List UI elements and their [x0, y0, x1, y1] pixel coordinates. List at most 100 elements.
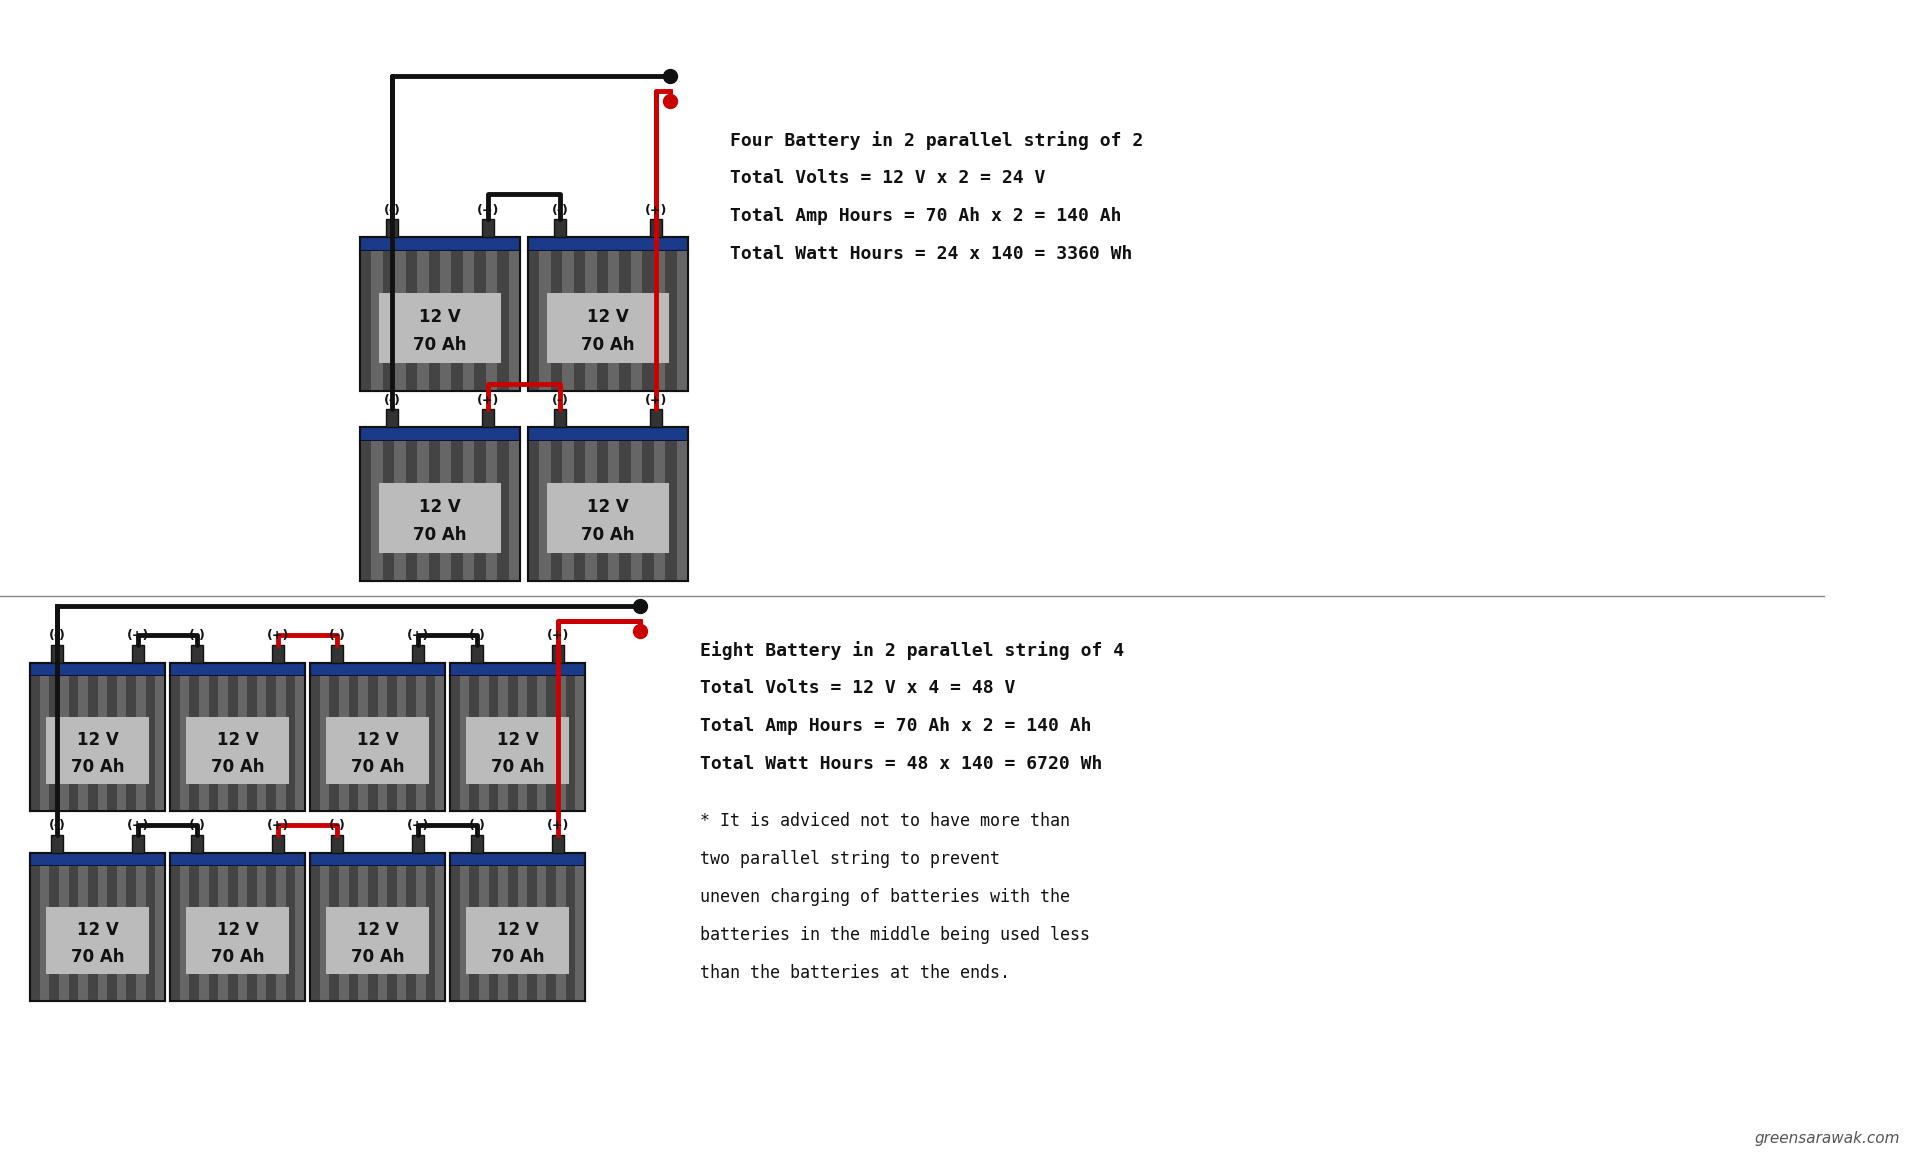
Text: (+): (+)	[547, 820, 568, 832]
Bar	[31, 676, 40, 812]
Bar	[171, 663, 305, 812]
Bar	[566, 676, 576, 812]
Bar	[528, 237, 687, 391]
Bar	[296, 866, 305, 1001]
Bar	[319, 676, 330, 812]
Bar	[361, 237, 520, 251]
Bar	[117, 676, 127, 812]
Bar	[478, 676, 488, 812]
Bar	[69, 676, 79, 812]
Bar	[60, 676, 69, 812]
Bar	[609, 251, 620, 391]
Text: (+): (+)	[476, 394, 499, 408]
Bar	[394, 441, 405, 580]
Bar	[31, 866, 40, 1001]
Text: greensarawak.com: greensarawak.com	[1755, 1131, 1901, 1146]
Bar	[394, 251, 405, 391]
Text: (-): (-)	[468, 629, 486, 642]
Bar	[46, 907, 150, 974]
Bar	[273, 835, 284, 852]
Text: (+): (+)	[645, 394, 666, 408]
Bar	[547, 866, 557, 1001]
Bar	[468, 676, 478, 812]
Bar	[98, 866, 108, 1001]
Text: Total Amp Hours = 70 Ah x 2 = 140 Ah: Total Amp Hours = 70 Ah x 2 = 140 Ah	[730, 207, 1121, 225]
Bar	[417, 441, 428, 580]
Bar	[361, 441, 520, 580]
Bar	[369, 676, 378, 812]
Bar	[171, 852, 305, 866]
Bar	[449, 663, 586, 676]
Bar	[540, 441, 551, 580]
Bar	[340, 676, 349, 812]
Bar	[509, 251, 520, 391]
Text: 70 Ah: 70 Ah	[71, 949, 125, 966]
Bar	[463, 251, 474, 391]
Bar	[309, 676, 319, 812]
Bar	[361, 237, 520, 391]
Bar	[180, 676, 190, 812]
Bar	[88, 866, 98, 1001]
Bar	[132, 644, 144, 663]
Bar	[238, 676, 248, 812]
Bar	[98, 676, 108, 812]
Bar	[309, 676, 445, 812]
Bar	[643, 251, 653, 391]
Bar	[417, 866, 426, 1001]
Bar	[428, 251, 440, 391]
Bar	[31, 676, 165, 812]
Text: 12 V: 12 V	[497, 921, 538, 939]
Bar	[330, 676, 340, 812]
Bar	[52, 644, 63, 663]
Text: 12 V: 12 V	[588, 309, 630, 326]
Bar	[468, 866, 478, 1001]
Text: (+): (+)	[127, 629, 150, 642]
Bar	[509, 866, 518, 1001]
Bar	[136, 866, 146, 1001]
Text: (-): (-)	[328, 820, 346, 832]
Bar	[267, 866, 276, 1001]
Bar	[69, 866, 79, 1001]
Bar	[371, 441, 382, 580]
Bar	[171, 852, 305, 1001]
Text: 12 V: 12 V	[77, 921, 119, 939]
Bar	[190, 835, 204, 852]
Bar	[620, 441, 632, 580]
Bar	[200, 676, 209, 812]
Bar	[382, 251, 394, 391]
Text: 70 Ah: 70 Ah	[582, 337, 636, 354]
Text: Eight Battery in 2 parallel string of 4: Eight Battery in 2 parallel string of 4	[701, 641, 1123, 659]
Bar	[664, 441, 676, 580]
Bar	[40, 866, 50, 1001]
Bar	[574, 251, 586, 391]
Bar	[309, 663, 445, 812]
Bar	[276, 866, 286, 1001]
Bar	[563, 441, 574, 580]
Text: (-): (-)	[468, 820, 486, 832]
Bar	[566, 866, 576, 1001]
Bar	[467, 716, 568, 784]
Bar	[586, 441, 597, 580]
Bar	[486, 441, 497, 580]
Bar	[451, 251, 463, 391]
Text: (-): (-)	[551, 394, 568, 408]
Text: (-): (-)	[48, 820, 65, 832]
Text: (-): (-)	[188, 629, 205, 642]
Bar	[463, 441, 474, 580]
Text: (+): (+)	[645, 204, 666, 217]
Bar	[238, 866, 248, 1001]
Bar	[171, 676, 305, 812]
Bar	[309, 852, 445, 866]
Bar	[127, 866, 136, 1001]
Bar	[664, 251, 676, 391]
Bar	[405, 441, 417, 580]
Bar	[449, 866, 586, 1001]
Bar	[553, 835, 564, 852]
Text: 70 Ah: 70 Ah	[492, 758, 543, 776]
Bar	[528, 866, 538, 1001]
Text: 70 Ah: 70 Ah	[413, 526, 467, 545]
Bar	[551, 441, 563, 580]
Bar	[397, 866, 407, 1001]
Bar	[190, 644, 204, 663]
Text: 12 V: 12 V	[588, 498, 630, 517]
